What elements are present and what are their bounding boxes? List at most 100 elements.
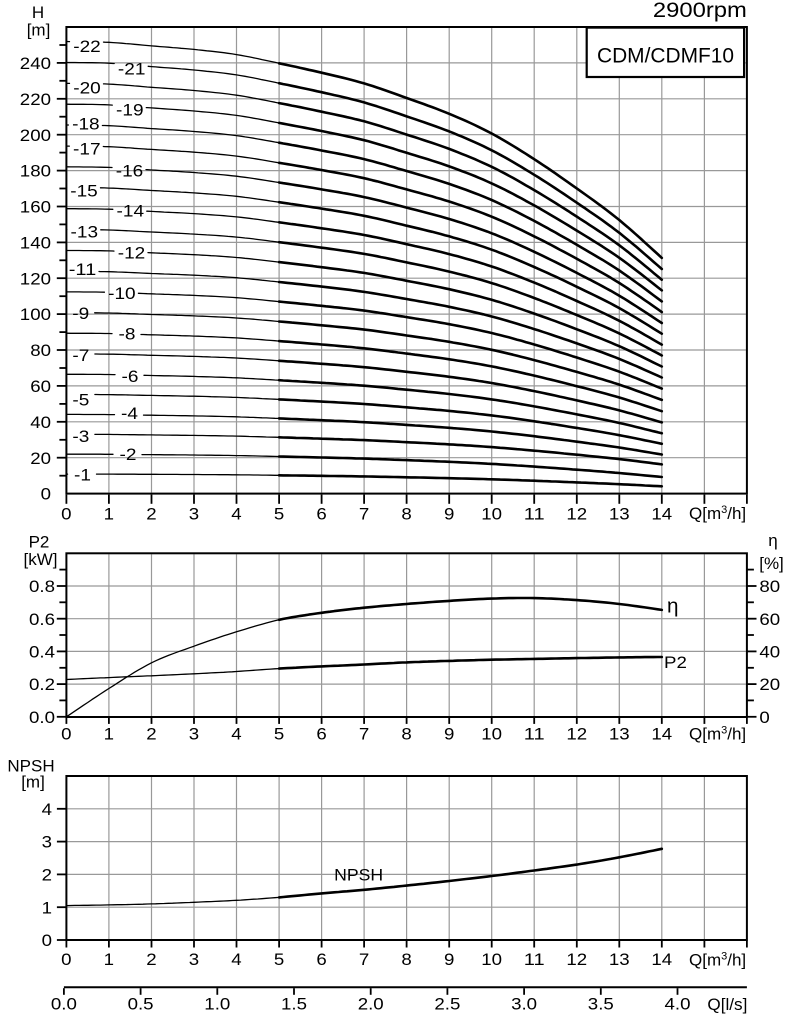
svg-text:20: 20 [759,675,780,694]
svg-text:3: 3 [42,833,52,852]
svg-text:2: 2 [146,504,156,523]
svg-text:220: 220 [20,90,51,109]
svg-text:-3: -3 [72,427,89,446]
svg-text:H: H [32,3,44,22]
svg-text:η: η [667,595,679,617]
svg-text:4: 4 [231,950,241,969]
svg-text:180: 180 [20,162,51,181]
svg-text:1.5: 1.5 [281,995,307,1014]
svg-text:[m]: [m] [27,20,51,39]
svg-text:6: 6 [316,950,326,969]
svg-text:13: 13 [609,504,630,523]
svg-text:η: η [768,531,777,550]
svg-text:1: 1 [42,898,52,917]
svg-text:P2: P2 [664,653,687,672]
svg-text:5: 5 [274,504,284,523]
svg-text:NPSH: NPSH [7,757,54,776]
svg-text:-8: -8 [119,324,136,343]
svg-text:0.0: 0.0 [29,708,55,727]
svg-text:Q[l/s]: Q[l/s] [707,995,747,1014]
svg-text:0.5: 0.5 [128,995,154,1014]
svg-text:-2: -2 [120,445,137,464]
svg-text:-18: -18 [72,114,100,133]
svg-text:2.5: 2.5 [434,995,460,1014]
svg-text:P2: P2 [29,532,50,551]
svg-text:-16: -16 [116,162,144,181]
svg-text:0: 0 [41,485,51,504]
svg-text:3: 3 [189,950,199,969]
svg-text:-14: -14 [117,202,145,221]
svg-text:20: 20 [30,449,51,468]
svg-text:8: 8 [401,504,411,523]
svg-text:5: 5 [274,725,284,744]
svg-text:6: 6 [316,725,326,744]
svg-text:2: 2 [42,866,52,885]
svg-text:-4: -4 [121,404,138,423]
svg-text:10: 10 [481,725,502,744]
svg-text:[kW]: [kW] [24,550,58,569]
svg-text:14: 14 [651,504,672,523]
svg-text:-17: -17 [73,140,101,159]
svg-text:4: 4 [42,800,52,819]
svg-text:13: 13 [609,725,630,744]
svg-text:12: 12 [566,950,587,969]
svg-text:80: 80 [30,341,51,360]
svg-text:3.0: 3.0 [511,995,537,1014]
svg-text:120: 120 [20,269,51,288]
svg-text:-12: -12 [118,244,146,263]
svg-text:2: 2 [146,725,156,744]
svg-text:11: 11 [524,725,545,744]
svg-text:100: 100 [20,305,51,324]
svg-text:0: 0 [759,708,769,727]
svg-text:140: 140 [20,234,51,253]
svg-text:7: 7 [359,950,369,969]
svg-text:0.6: 0.6 [29,610,55,629]
svg-text:0: 0 [61,725,71,744]
svg-text:1: 1 [104,504,114,523]
svg-text:CDM/CDMF10: CDM/CDMF10 [597,43,734,67]
svg-text:4: 4 [231,725,241,744]
svg-text:14: 14 [651,950,672,969]
svg-text:-20: -20 [73,79,101,98]
svg-text:0.0: 0.0 [51,995,77,1014]
svg-text:8: 8 [401,725,411,744]
svg-text:4: 4 [231,504,241,523]
svg-text:0.8: 0.8 [29,577,55,596]
svg-text:-10: -10 [108,284,136,303]
svg-text:[m]: [m] [21,773,45,792]
svg-text:0.4: 0.4 [29,643,55,662]
svg-text:-19: -19 [116,101,144,120]
svg-text:-21: -21 [118,60,146,79]
svg-text:9: 9 [444,950,454,969]
svg-text:7: 7 [359,504,369,523]
svg-text:2.0: 2.0 [358,995,384,1014]
svg-text:3.5: 3.5 [588,995,614,1014]
svg-text:-11: -11 [69,260,97,279]
svg-text:6: 6 [316,504,326,523]
svg-text:0: 0 [42,931,52,950]
svg-text:Q[m3/h]: Q[m3/h] [689,725,746,744]
svg-text:2900rpm: 2900rpm [653,0,747,22]
svg-text:240: 240 [20,54,51,73]
svg-text:80: 80 [759,577,780,596]
svg-text:13: 13 [609,950,630,969]
svg-text:Q[m3/h]: Q[m3/h] [689,950,746,969]
svg-text:60: 60 [759,610,780,629]
svg-text:40: 40 [30,413,51,432]
svg-text:-7: -7 [72,346,89,365]
svg-text:60: 60 [30,377,51,396]
svg-text:-1: -1 [74,466,91,485]
svg-text:9: 9 [444,504,454,523]
svg-text:40: 40 [759,643,780,662]
svg-text:160: 160 [20,198,51,217]
svg-text:4.0: 4.0 [665,995,691,1014]
svg-text:0: 0 [61,950,71,969]
svg-text:10: 10 [481,950,502,969]
svg-text:NPSH: NPSH [334,865,383,884]
svg-text:0: 0 [61,504,71,523]
svg-text:-15: -15 [70,182,98,201]
svg-text:1.0: 1.0 [204,995,230,1014]
svg-text:12: 12 [566,725,587,744]
svg-text:7: 7 [359,725,369,744]
svg-text:5: 5 [274,950,284,969]
